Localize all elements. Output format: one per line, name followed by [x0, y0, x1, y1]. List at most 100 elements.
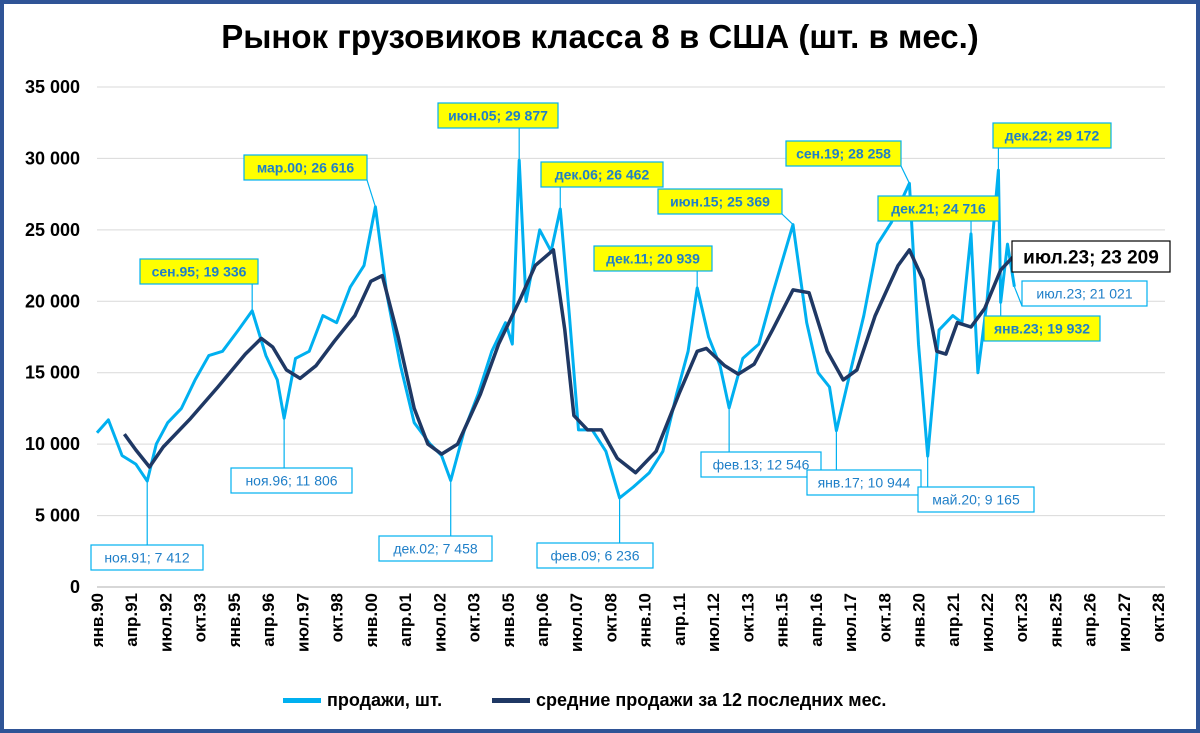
x-tick-label: июл.02 [430, 593, 449, 652]
x-tick-label: июл.22 [978, 593, 997, 652]
x-tick-label: янв.90 [88, 593, 107, 648]
annotation-callout: фев.09; 6 236 [536, 497, 654, 569]
annotation-box [700, 451, 822, 478]
annotation-callout: июл.23; 23 209 [1011, 240, 1171, 273]
annotation-label: июл.23; 23 209 [1023, 248, 1159, 269]
y-axis-ticks: 0 5 000 10 000 15 000 20 000 25 000 30 000 35 0… [25, 77, 80, 597]
annotation-box [917, 486, 1035, 513]
x-tick-label: янв.95 [225, 593, 244, 648]
annotation-label: фев.13; 12 546 [713, 457, 810, 473]
annotation-label: ноя.96; 11 806 [245, 473, 337, 489]
y-tick-label: 20 000 [25, 291, 80, 311]
series-line-sales [95, 158, 1016, 500]
x-tick-label: окт.08 [601, 593, 620, 642]
x-tick-label: окт.23 [1012, 593, 1031, 642]
annotation-callout: ноя.96; 11 806 [230, 418, 353, 494]
legend-label-avg: средние продажи за 12 последних мес. [536, 690, 887, 710]
annotation-label: фев.09; 6 236 [550, 548, 639, 564]
annotation-callout: мар.00; 26 616 [243, 154, 376, 207]
annotation-label: янв.17; 10 944 [818, 475, 911, 491]
legend-label-sales: продажи, шт. [327, 690, 443, 710]
series-group [95, 158, 1016, 500]
annotation-box [437, 102, 559, 129]
annotation-label: янв.23; 19 932 [994, 321, 1090, 337]
x-tick-label: янв.05 [499, 593, 518, 648]
annotation-box [877, 195, 1000, 222]
annotation-box [1021, 280, 1148, 307]
annotation-label: сен.19; 28 258 [796, 146, 891, 162]
x-tick-label: апр.91 [122, 593, 141, 647]
annotation-label: сен.95; 19 336 [152, 264, 247, 280]
annotation-box [378, 535, 493, 562]
x-tick-label: апр.01 [396, 593, 415, 647]
x-tick-label: окт.03 [465, 593, 484, 642]
y-tick-label: 10 000 [25, 434, 80, 454]
annotation-callout: дек.11; 20 939 [593, 245, 713, 288]
x-tick-label: июл.27 [1115, 593, 1134, 652]
series-line-avg [122, 248, 1016, 475]
annotation-box [806, 469, 922, 496]
annotation-label: дек.02; 7 458 [393, 541, 478, 557]
x-tick-label: янв.10 [636, 593, 655, 648]
annotation-label: дек.11; 20 939 [606, 251, 700, 267]
annotation-callout: июн.15; 25 369 [657, 188, 794, 226]
legend-swatch-sales [283, 698, 321, 703]
annotation-callout: сен.95; 19 336 [139, 258, 259, 311]
annotation-label: июн.15; 25 369 [670, 194, 770, 210]
x-tick-label: апр.06 [533, 593, 552, 647]
annotation-callout: янв.17; 10 944 [806, 430, 922, 496]
legend: продажи, шт. средние продажи за 12 после… [0, 690, 1200, 718]
chart-title: Рынок грузовиков класса 8 в США (шт. в м… [221, 18, 979, 55]
annotation-leader [1013, 286, 1023, 307]
legend-item-sales: продажи, шт. [283, 690, 442, 711]
x-tick-label: июл.12 [704, 593, 723, 652]
annotation-callout: янв.23; 19 932 [983, 302, 1101, 342]
x-tick-label: июл.07 [567, 593, 586, 652]
annotations-group: сен.95; 19 336 мар.00; 26 616 июн.05; 29 8… [90, 102, 1171, 571]
y-tick-label: 5 000 [35, 506, 80, 526]
annotation-leader [900, 165, 910, 184]
annotation-callout: дек.21; 24 716 [877, 195, 1000, 234]
annotation-label: июн.05; 29 877 [448, 108, 548, 124]
x-tick-label: апр.26 [1081, 593, 1100, 647]
x-axis-ticks: янв.90 апр.91 июл.92 окт.93 янв.95 апр.96 июл.… [88, 593, 1168, 652]
annotation-box [243, 154, 368, 181]
annotation-box [536, 542, 654, 569]
annotation-label: май.20; 9 165 [932, 492, 1020, 508]
legend-item-avg: средние продажи за 12 последних мес. [492, 690, 886, 711]
annotation-callout: май.20; 9 165 [917, 456, 1035, 513]
annotation-callout: дек.02; 7 458 [378, 480, 493, 562]
annotation-label: дек.21; 24 716 [891, 201, 986, 217]
annotation-label: дек.06; 26 462 [555, 167, 650, 183]
x-tick-label: апр.96 [259, 593, 278, 647]
annotation-leader [781, 213, 794, 226]
annotation-box [992, 122, 1112, 149]
x-tick-label: янв.25 [1046, 593, 1065, 648]
legend-swatch-avg [492, 698, 530, 703]
y-tick-label: 0 [70, 577, 80, 597]
x-tick-label: июл.97 [293, 593, 312, 652]
annotation-box [593, 245, 713, 272]
x-tick-label: окт.93 [191, 593, 210, 642]
y-tick-label: 15 000 [25, 363, 80, 383]
x-tick-label: янв.00 [362, 593, 381, 648]
x-tick-label: июл.92 [156, 593, 175, 652]
annotation-box [90, 544, 204, 571]
annotation-box [139, 258, 259, 285]
annotation-leader [366, 179, 376, 207]
annotation-box [657, 188, 783, 215]
annotation-box [230, 467, 353, 494]
annotation-callout: фев.13; 12 546 [700, 407, 822, 478]
annotation-box [983, 315, 1101, 342]
x-tick-label: окт.98 [328, 593, 347, 642]
x-tick-label: окт.28 [1149, 593, 1168, 642]
annotation-label: мар.00; 26 616 [257, 160, 355, 176]
x-tick-label: июл.17 [841, 593, 860, 652]
x-tick-label: окт.18 [875, 593, 894, 642]
annotation-label: дек.22; 29 172 [1005, 128, 1100, 144]
y-tick-label: 35 000 [25, 77, 80, 97]
annotation-box [540, 161, 664, 188]
x-tick-label: янв.15 [773, 593, 792, 648]
annotation-label: июл.23; 21 021 [1036, 286, 1132, 302]
